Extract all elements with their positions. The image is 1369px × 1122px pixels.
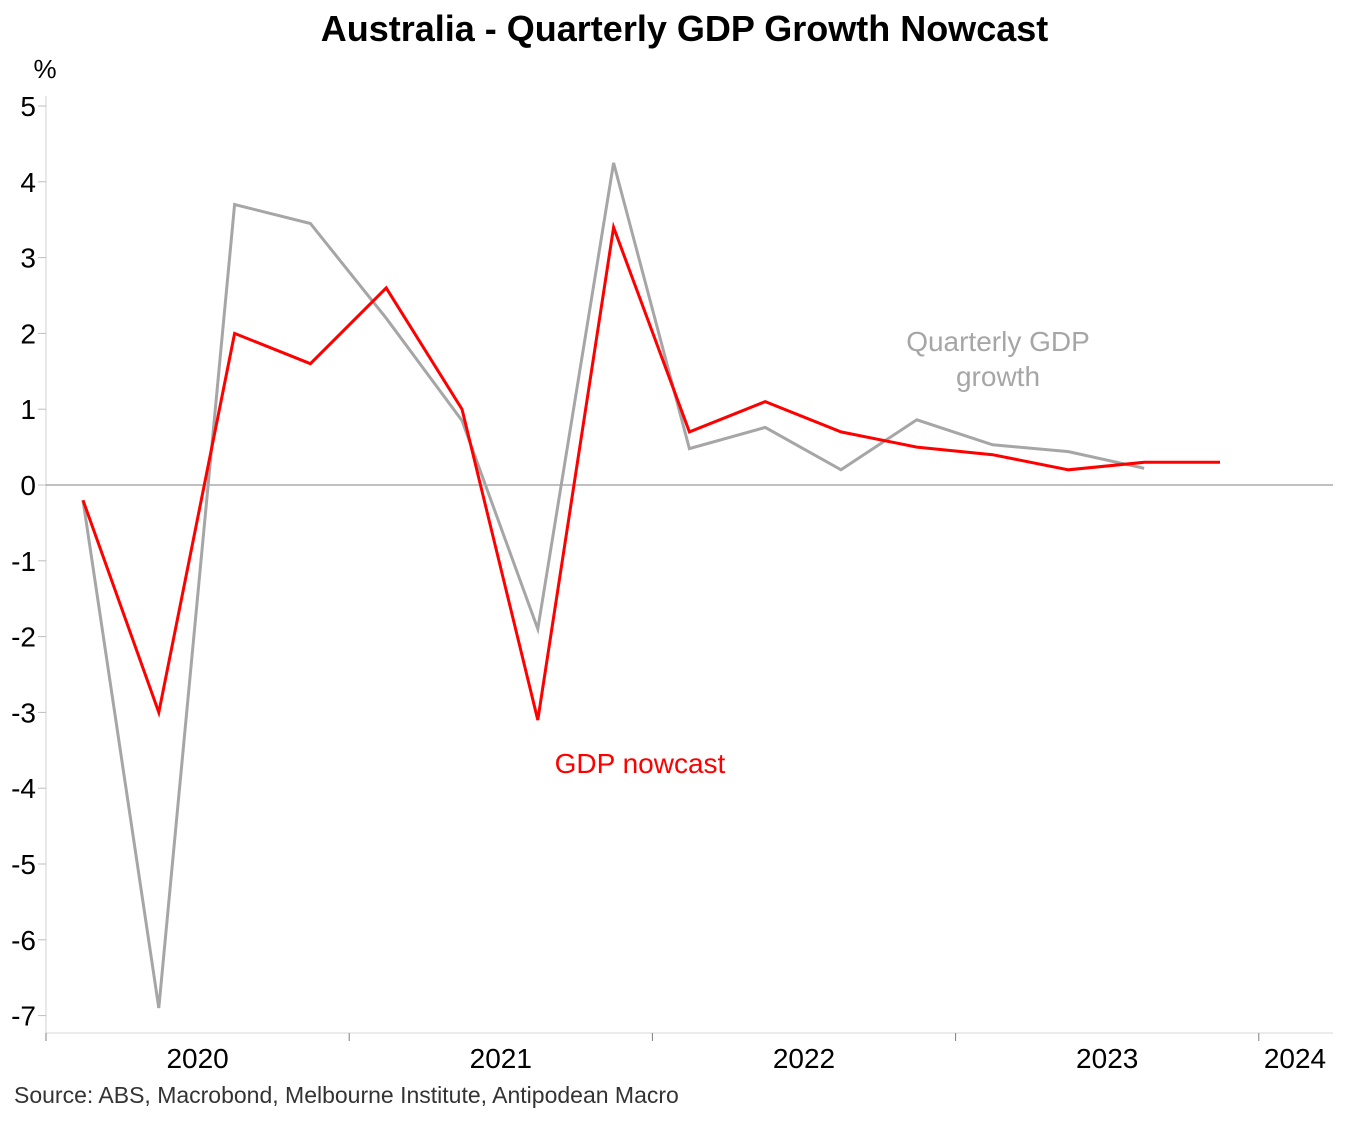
series-lines (81, 162, 1220, 1009)
y-tick-label: 4 (20, 167, 36, 198)
y-tick-label: -7 (11, 1001, 36, 1032)
annotation-quarterly-gdp-growth: growth (956, 361, 1040, 392)
annotation-quarterly-gdp-growth: Quarterly GDP (906, 326, 1090, 357)
y-tick-label: -3 (11, 697, 36, 728)
series-line-gdp-nowcast (81, 221, 1220, 721)
x-tick-label: 2021 (470, 1043, 532, 1074)
y-tick-label: 1 (20, 394, 36, 425)
x-axis: 2020 2021 2022 2023 2024 (45, 1032, 1333, 1074)
y-tick-label: -5 (11, 849, 36, 880)
y-tick-label: 5 (20, 91, 36, 122)
y-tick-label: -2 (11, 622, 36, 653)
annotations: Quarterly GDP growth GDP nowcast (555, 326, 1090, 779)
y-tick-label: 3 (20, 243, 36, 274)
y-unit-label: % (33, 54, 56, 84)
y-tick-label: -6 (11, 925, 36, 956)
x-tick-label: 2024 (1264, 1043, 1326, 1074)
y-tick-label: -4 (11, 773, 36, 804)
x-tick-label: 2022 (773, 1043, 835, 1074)
y-tick-label: 0 (20, 470, 36, 501)
y-tick-label: -1 (11, 546, 36, 577)
series-line-quarterly-gdp-growth (81, 162, 1145, 1009)
chart-title: Australia - Quarterly GDP Growth Nowcast (320, 8, 1049, 49)
source-note: Source: ABS, Macrobond, Melbourne Instit… (14, 1082, 679, 1108)
x-tick-label: 2020 (166, 1043, 228, 1074)
y-tick-label: 2 (20, 318, 36, 349)
x-tick-label: 2023 (1076, 1043, 1138, 1074)
y-axis: % 5 4 3 2 1 0 -1 -2 -3 -4 -5 -6 -7 (11, 54, 1333, 1033)
annotation-gdp-nowcast: GDP nowcast (555, 748, 726, 779)
